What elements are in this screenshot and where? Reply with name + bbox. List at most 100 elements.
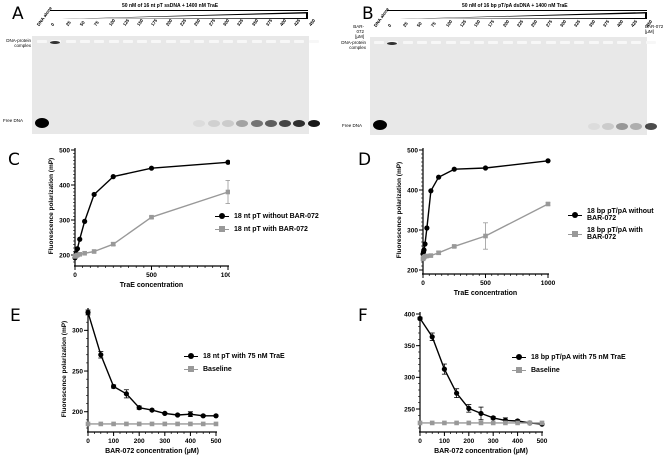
data-point [82,218,88,224]
gel-well [94,40,105,43]
free-dna-band [193,120,206,127]
x-tick-label: 100 [439,438,450,445]
y-tick-label: 300 [59,217,70,224]
gel-well [137,40,148,43]
square-marker-icon [184,365,198,373]
lane-label: 125 [458,18,468,28]
gel-well [488,41,499,44]
legend-item: 18 nt pT with BAR-072 [215,225,319,233]
legend-label: Baseline [531,366,560,374]
legend-label: 18 nt pT without BAR-072 [234,212,319,220]
free-dna-band [644,123,657,130]
data-point [162,421,168,427]
circle-marker-icon [215,212,229,220]
data-point [482,165,489,171]
data-point [91,191,97,198]
data-point [424,253,430,259]
x-tick-label: 500 [211,438,222,445]
fit-curve-0 [74,161,229,259]
data-point [483,233,488,239]
data-point [98,421,104,427]
gel-b-bracket-line [387,10,647,11]
gel-well [122,40,133,43]
gel-well [416,41,427,44]
data-point [162,410,168,416]
legend-item: Baseline [512,366,626,374]
gel-well [474,41,485,44]
data-point [422,241,428,247]
panel-letter-a: A [12,4,24,24]
data-point [478,410,484,417]
gel-a-gradient-wedge [62,12,308,19]
data-point [545,158,551,164]
x-tick-label: 100 [108,438,119,445]
chart-e: 0 100 200 300 400 500 200 250 300 BAR-072 concent… [61,308,222,455]
y-tick-label: 250 [72,368,83,375]
data-point [136,421,142,427]
chart-f: 0 100 200 300 400 500 250 300 350 400 BAR-072 conc… [404,311,548,455]
data-point [123,391,129,397]
x-tick-label: 300 [159,438,170,445]
data-point [466,420,472,426]
panel-letter-d: D [358,150,372,170]
circle-marker-icon [184,352,198,360]
data-point [91,249,97,254]
gel-well [502,41,513,44]
data-point [545,201,551,207]
gel-b-complex-label: DNA-protein complex [341,40,366,50]
lane-label: 0 [387,23,393,28]
gel-well [374,41,384,44]
panel-letter-f: F [358,306,368,326]
y-tick-label: 250 [404,406,415,413]
legend-item: 18 nt pT without BAR-072 [215,212,319,220]
free-dna-band [207,120,220,127]
x-tick-label: 200 [463,438,474,445]
panel-letter-b: B [362,4,374,24]
data-point [451,244,457,249]
x-axis-label: TraE concentration [454,290,517,297]
gel-b-axis-label-left: BAR-072 [µM] [353,24,364,39]
data-point [454,390,460,396]
data-point [136,405,142,411]
lane-label: 175 [487,18,496,28]
gel-well [617,41,628,44]
panel-letter-c: C [8,150,20,170]
data-point [436,250,441,256]
y-tick-label: 400 [404,311,415,318]
data-point [490,420,496,426]
gel-well [165,40,176,43]
y-axis-label: Fluorescence polarization (mP) [48,158,55,254]
gel-a-bracket-line [50,10,308,11]
x-tick-label: 1000 [221,272,230,279]
gel-well [559,41,570,44]
gel-well [65,40,76,43]
data-point [77,252,83,257]
data-point [149,421,155,427]
gel-b-image [370,37,657,135]
chart-f-legend: 18 bp pT/pA with 75 nM TraE Baseline [512,353,626,379]
x-tick-label: 500 [480,280,491,287]
data-point [539,420,545,426]
lane-label: 50 [415,21,423,28]
data-point [442,420,447,426]
gel-b-gradient-wedge [400,12,647,19]
data-point [85,421,91,427]
gel-well [194,40,205,43]
data-point [436,174,442,180]
legend-item: 18 nt pT with 75 nM TraE [184,352,285,360]
gel-well [222,40,233,43]
lane-label: 25 [64,20,72,27]
gel-well [645,41,656,44]
y-tick-label: 200 [72,409,83,416]
x-axis-label: BAR-072 concentration (µM) [105,448,199,455]
x-axis-label: TraE concentration [120,282,183,289]
data-point [503,420,508,426]
data-point [187,411,193,417]
gel-a-free-label: Free DNA [3,118,24,123]
free-dna-band [587,123,600,130]
free-dna-band [221,120,234,127]
data-point [175,412,181,418]
gel-well [588,41,599,44]
free-dna-band [279,120,292,127]
gel-well [251,40,262,43]
